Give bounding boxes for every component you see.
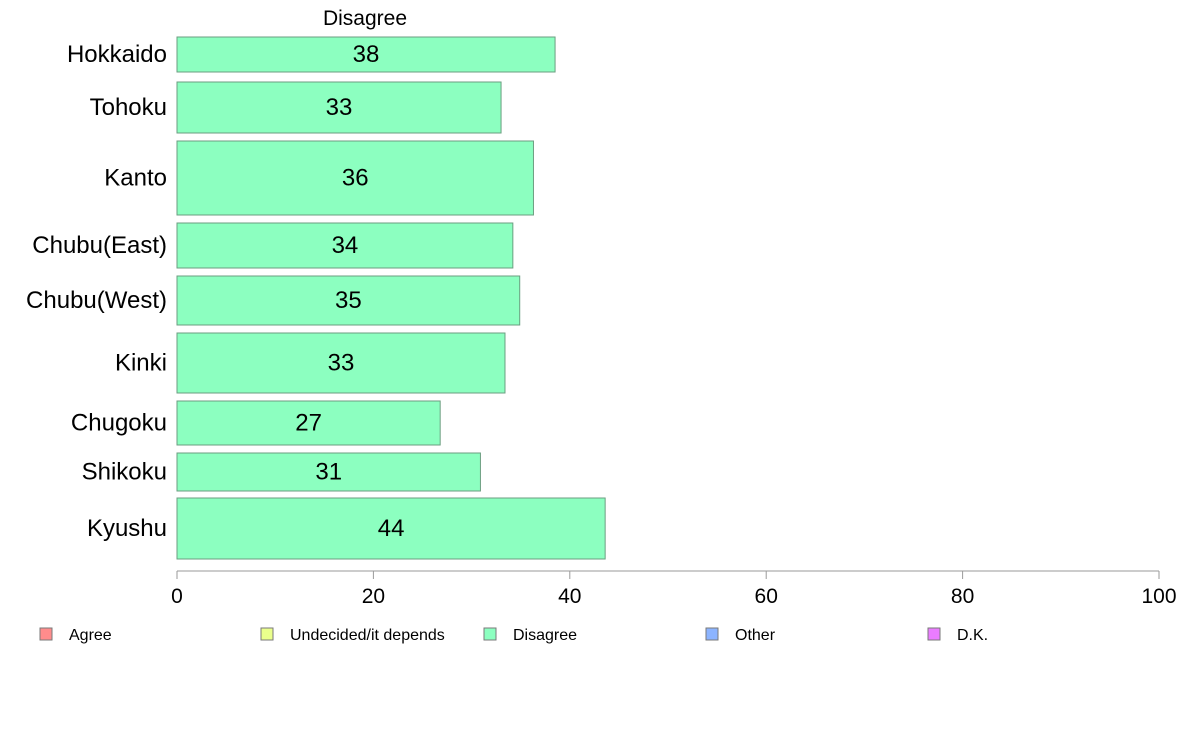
legend-swatch: [927, 627, 941, 641]
legend-label: Agree: [69, 627, 112, 644]
category-labels: Hokkaido Tohoku Kanto Chubu(East) Chubu(West…: [26, 41, 167, 542]
value-label: 31: [315, 459, 342, 486]
legend-label: Disagree: [513, 627, 577, 644]
legend: Agree Undecided/it depends Disagree Other D.…: [39, 627, 988, 644]
value-label: 44: [378, 515, 405, 542]
bars-group: [176, 36, 606, 560]
value-label: 38: [353, 41, 380, 68]
x-axis: 0 20 40 60 80 100: [171, 570, 1177, 608]
bar-kinki: [176, 332, 506, 394]
category-label: Kanto: [104, 165, 167, 192]
category-label: Hokkaido: [67, 41, 167, 68]
x-tick-label: 100: [1141, 585, 1176, 608]
legend-swatch: [483, 627, 497, 641]
x-tick-label: 40: [558, 585, 581, 608]
category-label: Chubu(East): [32, 232, 167, 259]
bar-chubu-west-: [176, 275, 521, 326]
bar-shikoku: [176, 452, 481, 492]
x-tick-label: 80: [951, 585, 974, 608]
category-label: Kinki: [115, 350, 167, 377]
value-label: 35: [335, 287, 362, 314]
value-label: 34: [332, 232, 359, 259]
bar-chugoku: [176, 400, 441, 446]
bar-tohoku: [176, 81, 502, 134]
x-tick-label: 0: [171, 585, 183, 608]
value-label: 36: [342, 165, 369, 192]
value-label: 27: [295, 410, 322, 437]
legend-label: Other: [735, 627, 776, 644]
value-label: 33: [326, 94, 353, 121]
x-tick-label: 60: [755, 585, 778, 608]
legend-swatch: [705, 627, 719, 641]
category-label: Chubu(West): [26, 287, 167, 314]
x-tick-label: 20: [362, 585, 385, 608]
bar-kanto: [176, 140, 534, 216]
value-label: 33: [328, 350, 355, 377]
bar-hokkaido: [176, 36, 556, 73]
legend-label: D.K.: [957, 627, 988, 644]
legend-label: Undecided/it depends: [290, 627, 445, 644]
bar-kyushu: [176, 497, 606, 560]
bar-chubu-east-: [176, 222, 514, 269]
category-label: Shikoku: [82, 459, 167, 486]
category-label: Tohoku: [90, 94, 167, 121]
legend-swatch: [260, 627, 274, 641]
chart-title: Disagree: [323, 7, 407, 30]
legend-swatch: [39, 627, 53, 641]
category-label: Kyushu: [87, 515, 167, 542]
category-label: Chugoku: [71, 410, 167, 437]
